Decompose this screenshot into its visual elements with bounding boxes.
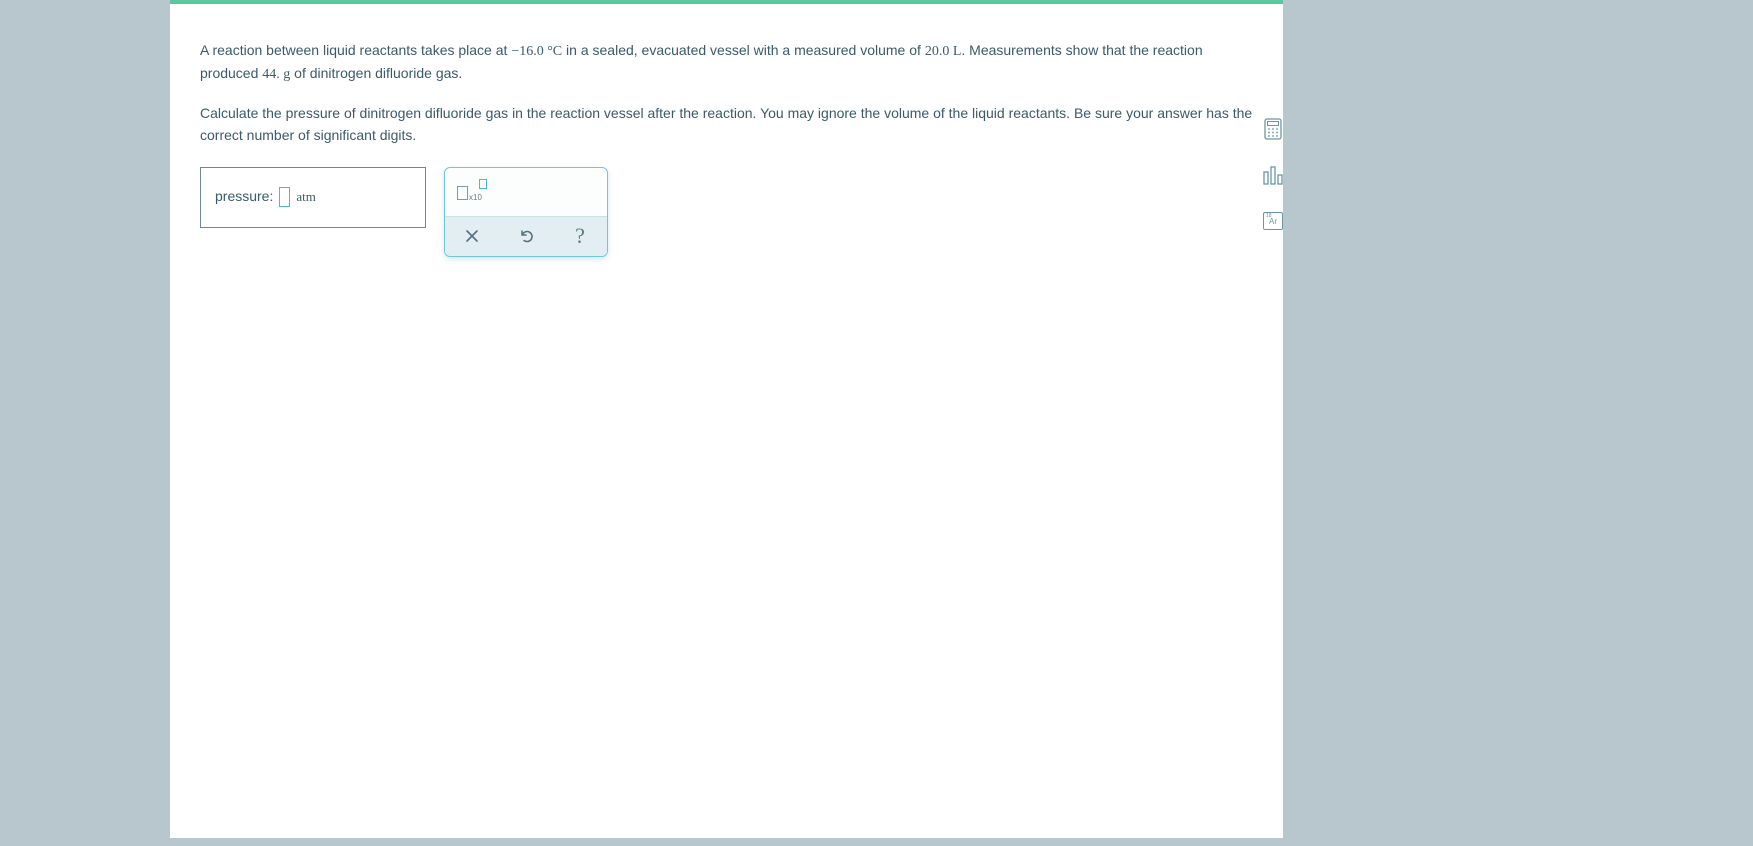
palette-top-row: x10 xyxy=(445,168,607,216)
text-segment: in a sealed, evacuated vessel with a mea… xyxy=(562,42,925,58)
element-symbol: Ar xyxy=(1269,218,1277,226)
mass-value: 44. g xyxy=(262,67,290,82)
answer-box: pressure: atm xyxy=(200,167,426,228)
question-mark-icon: ? xyxy=(575,219,585,253)
pressure-label: pressure: xyxy=(215,186,273,208)
periodic-table-button[interactable]: 18 Ar xyxy=(1262,210,1284,232)
sci-x10-label: x10 xyxy=(469,192,482,204)
pressure-input[interactable] xyxy=(279,187,290,207)
element-tile-icon: 18 Ar xyxy=(1263,212,1283,230)
undo-button[interactable] xyxy=(506,221,546,251)
calculator-icon xyxy=(1264,118,1282,140)
sci-mantissa-icon xyxy=(457,186,468,200)
cylinder-icon xyxy=(1262,164,1284,186)
answer-area: pressure: atm x10 xyxy=(200,167,1253,257)
calculator-button[interactable] xyxy=(1262,118,1284,140)
pressure-unit: atm xyxy=(296,187,316,207)
temperature-value: −16.0 °C xyxy=(511,44,562,59)
text-segment: of dinitrogen difluoride gas. xyxy=(290,65,462,81)
clear-button[interactable] xyxy=(452,221,492,251)
graduated-cylinder-button[interactable] xyxy=(1262,164,1284,186)
problem-paragraph-1: A reaction between liquid reactants take… xyxy=(200,40,1253,85)
side-toolbar: 18 Ar xyxy=(1260,118,1286,232)
x-icon xyxy=(465,229,479,243)
question-content: A reaction between liquid reactants take… xyxy=(170,4,1283,277)
undo-icon xyxy=(518,228,534,244)
text-segment: A reaction between liquid reactants take… xyxy=(200,42,511,58)
help-button[interactable]: ? xyxy=(560,221,600,251)
tool-palette: x10 xyxy=(444,167,608,257)
volume-value: 20.0 L xyxy=(925,44,962,59)
element-number: 18 xyxy=(1266,214,1272,219)
scientific-notation-button[interactable]: x10 xyxy=(457,179,487,205)
sci-exponent-icon xyxy=(479,179,487,189)
panel-gap xyxy=(170,838,1283,846)
problem-paragraph-2: Calculate the pressure of dinitrogen dif… xyxy=(200,103,1253,146)
question-panel: A reaction between liquid reactants take… xyxy=(170,0,1283,838)
palette-bottom-row: ? xyxy=(445,216,607,256)
